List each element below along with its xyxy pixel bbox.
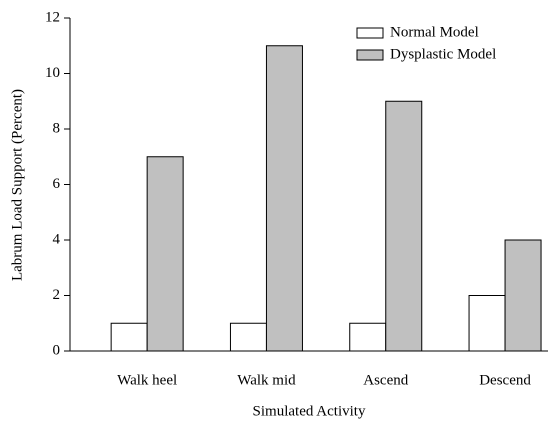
y-tick-label: 12 [45, 9, 60, 25]
bar [146, 156, 184, 352]
x-tick-label: Ascend [363, 372, 408, 388]
legend-swatch [356, 27, 384, 39]
bar [349, 322, 387, 352]
bar [468, 295, 506, 352]
legend-label: Dysplastic Model [390, 46, 496, 62]
y-tick-label: 8 [53, 120, 61, 136]
y-tick-label: 4 [53, 231, 61, 247]
bar [110, 322, 148, 352]
y-tick-label: 2 [53, 287, 61, 303]
bar [385, 100, 423, 352]
bar [265, 45, 303, 352]
x-tick-label: Walk heel [117, 372, 177, 388]
bar [504, 239, 542, 352]
x-tick-label: Descend [479, 372, 531, 388]
y-tick-label: 10 [45, 65, 60, 81]
y-axis-label: Labrum Load Support (Percent) [9, 89, 25, 281]
y-tick-label: 0 [53, 342, 61, 358]
bar [229, 322, 267, 352]
x-axis-label: Simulated Activity [253, 403, 366, 419]
legend-label: Normal Model [390, 24, 479, 40]
legend-swatch [356, 49, 384, 61]
y-tick-label: 6 [53, 176, 61, 192]
x-tick-label: Walk mid [237, 372, 296, 388]
